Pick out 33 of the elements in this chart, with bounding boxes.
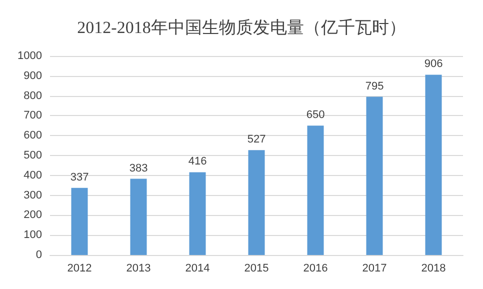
x-tick-label: 2015 (244, 262, 269, 274)
x-tick-label: 2016 (303, 262, 328, 274)
y-tick-label: 100 (24, 229, 42, 242)
x-tick-label: 2013 (126, 262, 151, 274)
data-label: 337 (70, 171, 89, 184)
y-tick-label: 300 (24, 189, 42, 202)
y-tick-label: 800 (24, 90, 42, 102)
y-tick-label: 400 (24, 169, 42, 182)
data-label: 650 (306, 109, 325, 122)
x-tick-label: 2017 (362, 262, 387, 274)
y-tick-label: 700 (24, 110, 42, 122)
bar (71, 188, 88, 255)
x-tick-label: 2014 (185, 262, 210, 274)
y-tick-label: 600 (24, 130, 42, 142)
y-tick-label: 200 (24, 209, 42, 222)
y-tick-label: 1000 (18, 50, 42, 62)
bar (130, 178, 147, 255)
x-tick-label: 2018 (421, 262, 446, 274)
bar (248, 150, 265, 255)
data-label: 416 (188, 156, 207, 168)
y-tick-label: 900 (24, 70, 42, 82)
bar (425, 74, 442, 255)
bar (366, 96, 383, 255)
data-label: 906 (424, 58, 443, 70)
x-tick-label: 2012 (67, 262, 92, 274)
data-label: 795 (365, 80, 384, 92)
data-label: 383 (129, 162, 148, 174)
bar (189, 172, 206, 255)
y-tick-label: 0 (36, 249, 42, 261)
chart-title: 2012-2018年中国生物质发电量（亿千瓦时） (77, 18, 406, 37)
y-tick-label: 500 (24, 150, 42, 162)
bar (307, 126, 324, 255)
data-label: 527 (247, 134, 266, 146)
